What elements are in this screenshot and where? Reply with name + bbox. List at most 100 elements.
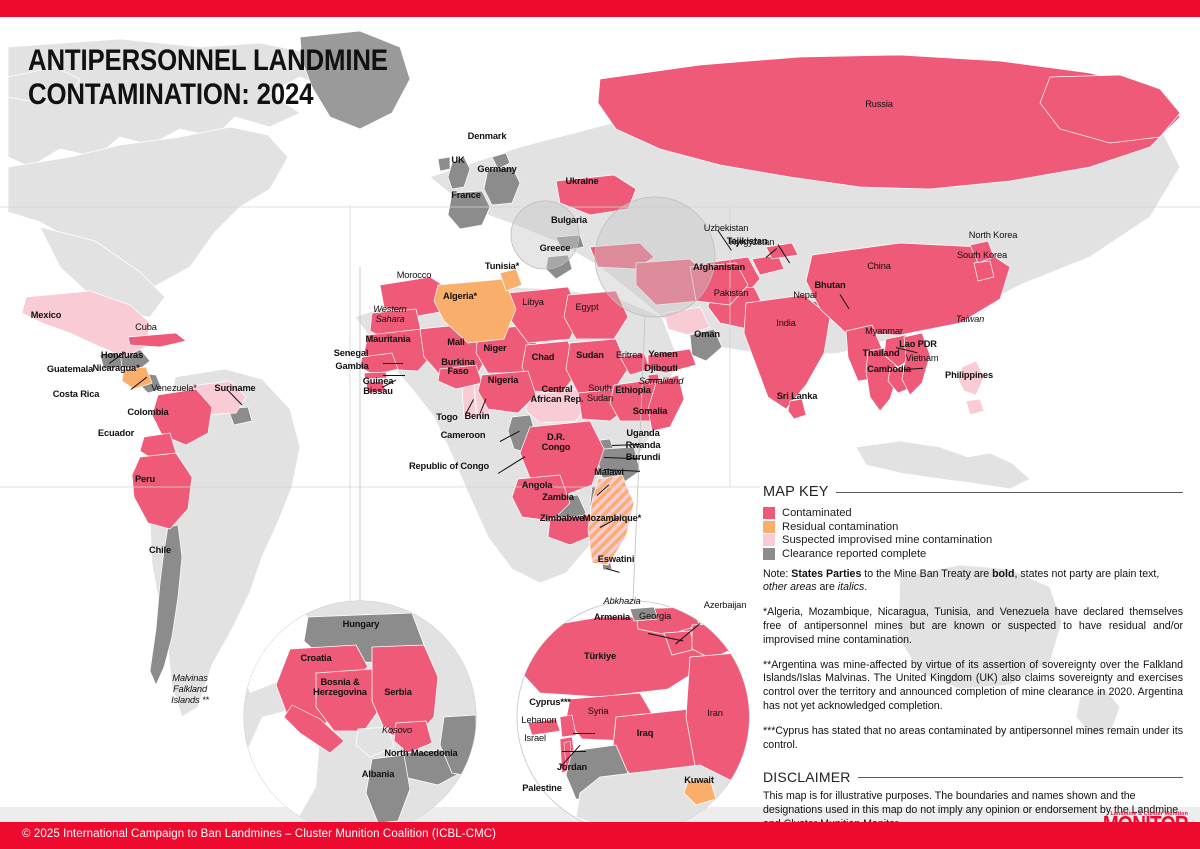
- map-label-jordan: Jordan: [556, 762, 588, 772]
- legend-label-suspected: Suspected improvised mine contamination: [782, 534, 993, 546]
- map-label-uzbekistan: Uzbekistan: [703, 223, 749, 233]
- map-key-rule: [835, 491, 1183, 493]
- legend-label-clearance-complete: Clearance reported complete: [782, 547, 927, 560]
- map-label-colombia: Colombia: [127, 407, 169, 417]
- map-label-benin: Benin: [464, 411, 490, 421]
- note-mid-3: are: [816, 581, 838, 594]
- disclaimer-title: DISCLAIMER: [763, 769, 851, 786]
- map-label-serbia: Serbia: [384, 687, 412, 697]
- map-label-russia: Russia: [865, 99, 893, 109]
- mideast-locator-circle: [594, 196, 716, 318]
- map-label-herzegovina: Herzegovina: [313, 687, 367, 697]
- legend-label-residual: Residual contamination: [782, 520, 899, 533]
- map-label-guatemala: Guatemala: [46, 364, 94, 374]
- map-label-costa-rica: Costa Rica: [52, 389, 100, 399]
- map-label-ukraine: Ukraine: [565, 176, 599, 186]
- map-label-algeria: Algeria*: [443, 291, 477, 301]
- monitor-logo: Landmine & Cluster Munition MONITOR: [1103, 811, 1189, 836]
- map-label-south-korea: South Korea: [956, 250, 1008, 260]
- map-label-peru: Peru: [134, 474, 156, 484]
- footnote-double-asterisk: **Argentina was mine-affected by virtue …: [763, 658, 1183, 713]
- map-key-note: Note: States Parties to the Mine Ban Tre…: [763, 568, 1183, 595]
- map-label-lao-pdr: Lao PDR: [899, 339, 937, 349]
- top-red-bar: [0, 0, 1200, 17]
- map-label-malvinas: Malvinas: [172, 673, 208, 683]
- inset-balkans: [243, 600, 477, 822]
- map-label-taiwan: Taiwan: [955, 314, 985, 324]
- note-bold-states-parties: States Parties: [791, 567, 862, 580]
- note-mid-2: , states not party are plain text,: [1014, 567, 1160, 580]
- map-label-yemen: Yemen: [648, 349, 678, 359]
- legend-item-contaminated: Contaminated: [763, 507, 1183, 519]
- map-label-senegal: Senegal: [333, 348, 369, 358]
- note-italic-other-areas: other areas: [763, 581, 817, 594]
- map-label-armenia: Armenia: [593, 612, 631, 622]
- map-label-mali: Mali: [447, 337, 465, 347]
- map-label-republic-of-congo: Republic of Congo: [408, 461, 490, 471]
- map-label-lebanon: Lebanon: [521, 715, 557, 725]
- map-label-vietnam: Vietnam: [905, 353, 939, 363]
- note-prefix: Note:: [763, 567, 792, 580]
- map-label-d-r: D.R.: [547, 432, 565, 442]
- map-label-azerbaijan: Azerbaijan: [703, 600, 747, 610]
- map-label-nepal: Nepal: [793, 290, 817, 300]
- map-label-palestine: Palestine: [522, 783, 562, 793]
- leader-line-djibouti: [648, 379, 662, 380]
- map-label-t-rkiye: Türkiye: [583, 651, 617, 661]
- map-label-somalia: Somalia: [632, 406, 668, 416]
- footnote-triple-asterisk: ***Cyprus has stated that no areas conta…: [763, 725, 1183, 752]
- map-label-cameroon: Cameroon: [440, 430, 486, 440]
- legend-swatch-residual: [763, 520, 775, 533]
- map-label-eritrea: Eritrea: [615, 350, 643, 360]
- page-title-line-1: ANTIPERSONNEL LANDMINE: [28, 44, 388, 77]
- leader-line-senegal: [383, 363, 403, 364]
- page-title: ANTIPERSONNEL LANDMINE CONTAMINATION: 20…: [28, 44, 389, 111]
- map-label-bulgaria: Bulgaria: [551, 215, 587, 225]
- map-label-eswatini: Eswatini: [597, 554, 635, 564]
- map-label-mozambique: Mozambique*: [582, 513, 642, 523]
- map-key-title: MAP KEY: [763, 484, 829, 500]
- map-label-germany: Germany: [477, 164, 517, 174]
- map-label-sri-lanka: Sri Lanka: [776, 391, 818, 401]
- map-label-cuba: Cuba: [135, 322, 157, 332]
- map-label-albania: Albania: [361, 769, 395, 779]
- map-label-north-macedonia: North Macedonia: [384, 748, 458, 758]
- map-label-sudan: Sudan: [586, 393, 614, 403]
- map-label-djibouti: Djibouti: [644, 363, 678, 373]
- map-label-falkland: Falkland: [173, 684, 207, 694]
- map-label-nigeria: Nigeria: [487, 375, 519, 385]
- map-label-iran: Iran: [707, 708, 723, 718]
- legend-label-contaminated: Contaminated: [782, 507, 852, 519]
- leader-line-gambia: [383, 375, 405, 376]
- map-label-cyprus: Cyprus***: [529, 697, 571, 707]
- map-label-burkina: Burkina: [441, 357, 475, 367]
- map-label-islands: Islands **: [171, 695, 209, 705]
- map-label-south: South: [588, 383, 612, 393]
- map-graticule-frame: [0, 205, 1200, 627]
- map-label-libya: Libya: [522, 297, 544, 307]
- note-mid-1: to the Mine Ban Treaty are: [861, 567, 993, 580]
- map-label-guinea: Guinea: [362, 376, 394, 386]
- map-label-venezuela: Venezuela*: [151, 383, 197, 393]
- map-label-angola: Angola: [521, 480, 553, 490]
- monitor-logo-subtitle: Landmine & Cluster Munition: [1110, 811, 1188, 817]
- map-label-myanmar: Myanmar: [865, 326, 903, 336]
- map-label-china: China: [867, 261, 891, 271]
- map-label-mauritania: Mauritania: [365, 334, 411, 344]
- map-label-chad: Chad: [531, 352, 555, 362]
- map-label-uk: UK: [451, 155, 465, 165]
- map-label-faso: Faso: [447, 366, 469, 376]
- map-label-bhutan: Bhutan: [814, 280, 846, 290]
- legend-item-clearance-complete: Clearance reported complete: [763, 547, 1183, 560]
- map-label-france: France: [451, 190, 481, 200]
- map-label-iraq: Iraq: [636, 728, 654, 738]
- map-label-croatia: Croatia: [300, 653, 332, 663]
- page-title-line-2: CONTAMINATION: 2024: [28, 77, 314, 111]
- map-label-suriname: Suriname: [214, 383, 256, 393]
- map-label-central: Central: [541, 384, 573, 394]
- map-label-honduras: Honduras: [100, 350, 144, 360]
- legend-swatch-contaminated: [763, 507, 775, 519]
- map-label-afghanistan: Afghanistan: [692, 262, 746, 272]
- map-label-georgia: Georgia: [638, 611, 672, 621]
